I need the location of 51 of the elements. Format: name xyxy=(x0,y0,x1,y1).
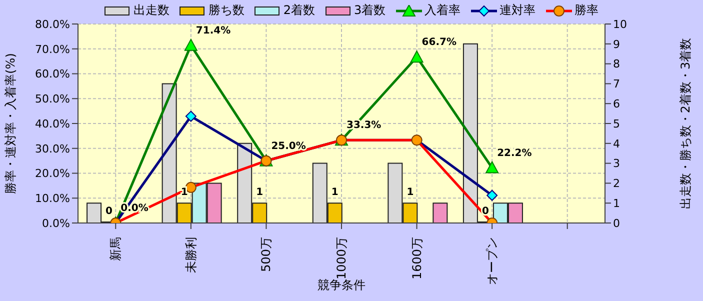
data-label: 22.2% xyxy=(497,148,532,159)
x-tick-label: 未勝利 xyxy=(184,237,198,273)
y2-tick-label: 4 xyxy=(613,137,620,150)
legend-label: 出走数 xyxy=(133,2,170,19)
data-label: 0 xyxy=(106,206,113,217)
legend-label: 勝ち数 xyxy=(208,2,244,19)
y-tick-label: 20.0% xyxy=(35,167,70,180)
data-label: 0 xyxy=(482,206,489,217)
legend-label: 入着率 xyxy=(424,2,461,19)
x-axis-title: 競争条件 xyxy=(318,278,366,292)
y2-tick-label: 7 xyxy=(613,78,620,91)
y2-tick-label: 0 xyxy=(613,216,620,230)
y2-tick-label: 1 xyxy=(613,197,620,210)
x-tick-label: 500万 xyxy=(259,237,274,272)
legend-label: 勝率 xyxy=(574,2,599,19)
point xyxy=(184,38,198,51)
legend-label: 連対率 xyxy=(500,2,536,19)
x-tick-label: 1000万 xyxy=(334,237,348,280)
y2-axis-title: 出走数・勝ち数・2着数・3着数 xyxy=(678,38,692,210)
y2-tick-label: 6 xyxy=(613,98,620,111)
y-tick-label: 0.0% xyxy=(42,216,70,230)
x-tick-label: 新馬 xyxy=(108,237,123,261)
y-tick-label: 70.0% xyxy=(35,42,70,56)
x-tick-label: 1600万 xyxy=(410,237,424,280)
x-tick-label: オープン xyxy=(485,237,500,285)
y2-tick-label: 10 xyxy=(613,18,627,31)
point xyxy=(486,161,499,174)
y2-tick-label: 5 xyxy=(613,117,620,130)
y2-tick-label: 2 xyxy=(613,177,620,190)
bar xyxy=(432,202,448,223)
data-label: 25.0% xyxy=(271,140,306,152)
y-axis-title: 勝率・連対率・入着率(%) xyxy=(3,53,18,194)
data-label: 66.7% xyxy=(422,37,456,48)
y-tick-label: 80.0% xyxy=(35,18,70,31)
y-tick-label: 40.0% xyxy=(35,117,70,130)
y2-tick-label: 3 xyxy=(613,157,620,170)
y-tick-label: 30.0% xyxy=(35,142,70,156)
point xyxy=(185,110,196,122)
data-label: 71.4% xyxy=(196,25,231,36)
y2-tick-label: 8 xyxy=(613,58,620,71)
data-label: 1 xyxy=(331,187,338,198)
legend-label: 2着数 xyxy=(283,2,315,19)
point xyxy=(410,50,424,63)
y-tick-label: 60.0% xyxy=(35,68,70,81)
y-tick-label: 50.0% xyxy=(35,92,70,106)
y-tick-label: 10.0% xyxy=(35,192,70,206)
data-label: 1 xyxy=(256,187,264,198)
legend-label: 3着数 xyxy=(354,2,386,19)
point xyxy=(486,190,498,201)
y2-tick-label: 9 xyxy=(613,38,620,51)
data-label: 1 xyxy=(406,187,414,198)
